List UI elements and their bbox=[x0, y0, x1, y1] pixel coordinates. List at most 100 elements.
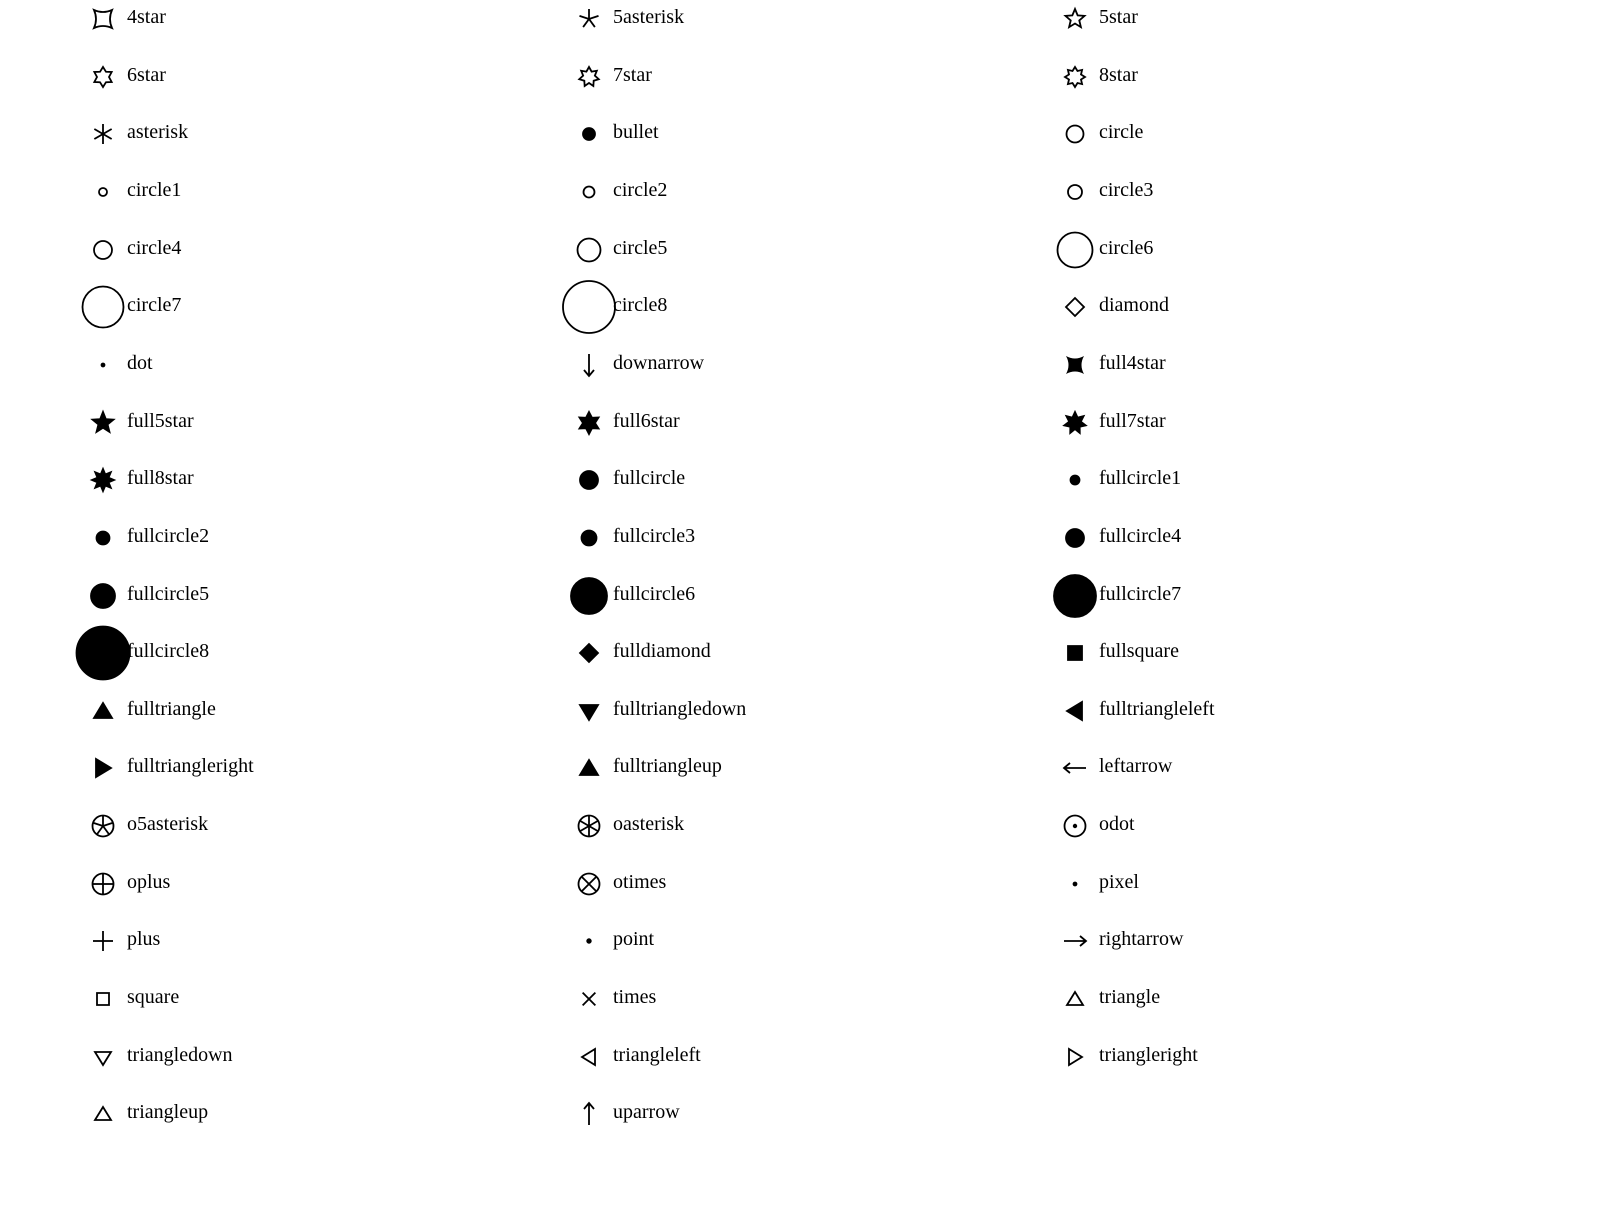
5star-marker-icon bbox=[1063, 6, 1087, 29]
marker-label: fullcircle3 bbox=[613, 524, 696, 547]
marker-label: fullcircle7 bbox=[1099, 582, 1182, 605]
fullsquare-marker-icon bbox=[1067, 645, 1083, 662]
marker-label: fulltriangle bbox=[127, 697, 216, 720]
fullcircle6-marker-icon bbox=[570, 576, 608, 615]
downarrow-marker-icon bbox=[583, 353, 595, 378]
oasterisk-marker-icon bbox=[577, 814, 601, 838]
dot-marker-icon bbox=[100, 362, 106, 368]
marker-label: fulltriangleup bbox=[613, 755, 722, 778]
marker-label: times bbox=[613, 986, 657, 1009]
marker-label: odot bbox=[1099, 813, 1135, 836]
marker-label: fullcircle5 bbox=[127, 582, 210, 605]
marker-label: o5asterisk bbox=[127, 813, 209, 836]
fullcircle2-marker-icon bbox=[95, 530, 111, 546]
6star-marker-icon bbox=[92, 64, 114, 89]
marker-label: 5star bbox=[1099, 6, 1138, 28]
marker-label: fullcircle4 bbox=[1099, 524, 1182, 547]
marker-label: full6star bbox=[613, 409, 680, 432]
circle8-marker-icon bbox=[562, 280, 616, 335]
marker-label: leftarrow bbox=[1099, 755, 1173, 778]
fullcircle3-marker-icon bbox=[580, 529, 598, 547]
marker-label: fulltriangleright bbox=[127, 755, 254, 778]
marker-label: fullcircle1 bbox=[1099, 467, 1182, 490]
marker-label: 4star bbox=[127, 6, 166, 28]
marker-label: 7star bbox=[613, 63, 652, 86]
marker-label: triangle bbox=[1099, 986, 1161, 1009]
full5star-marker-icon bbox=[90, 409, 116, 434]
circle4-marker-icon bbox=[93, 239, 113, 260]
marker-label: circle2 bbox=[613, 178, 668, 201]
leftarrow-marker-icon bbox=[1062, 762, 1086, 775]
marker-label: pixel bbox=[1099, 870, 1139, 893]
marker-label: otimes bbox=[613, 870, 667, 893]
marker-label: circle8 bbox=[613, 294, 668, 317]
circle6-marker-icon bbox=[1056, 231, 1094, 268]
fulltriangleleft-marker-icon bbox=[1065, 700, 1083, 722]
marker-label: circle3 bbox=[1099, 178, 1154, 201]
marker-label: triangleup bbox=[127, 1101, 209, 1124]
marker-label: dot bbox=[127, 351, 153, 374]
fullcircle1-marker-icon bbox=[1069, 474, 1081, 486]
marker-label: triangleleft bbox=[613, 1043, 701, 1066]
circle1-marker-icon bbox=[98, 187, 108, 197]
fullcircle8-marker-icon bbox=[75, 625, 131, 681]
circle-marker-icon bbox=[1065, 124, 1085, 144]
marker-label: triangledown bbox=[127, 1043, 233, 1066]
circle7-marker-icon bbox=[81, 285, 125, 329]
otimes-marker-icon bbox=[577, 872, 601, 896]
marker-label: full5star bbox=[127, 409, 194, 432]
marker-label: 5asterisk bbox=[613, 6, 685, 28]
marker-label: triangleright bbox=[1099, 1043, 1198, 1066]
marker-label: fullsquare bbox=[1099, 640, 1179, 663]
marker-label: fullcircle8 bbox=[127, 640, 210, 663]
marker-label: 8star bbox=[1099, 63, 1138, 86]
marker-label: full4star bbox=[1099, 351, 1166, 374]
full6star-marker-icon bbox=[577, 409, 601, 436]
marker-label: point bbox=[613, 928, 655, 951]
odot-marker-icon bbox=[1063, 814, 1087, 838]
marker-label: fulltriangleleft bbox=[1099, 697, 1215, 720]
marker-label: diamond bbox=[1099, 294, 1169, 317]
diamond-marker-icon bbox=[1064, 296, 1086, 318]
marker-label: circle6 bbox=[1099, 236, 1154, 259]
plus-marker-icon bbox=[93, 931, 113, 952]
marker-label: circle4 bbox=[127, 236, 182, 259]
uparrow-marker-icon bbox=[583, 1101, 595, 1126]
fullcircle4-marker-icon bbox=[1065, 527, 1085, 548]
marker-label: fulldiamond bbox=[613, 640, 711, 663]
marker-label: uparrow bbox=[613, 1101, 680, 1124]
pixel-marker-icon bbox=[1072, 881, 1078, 887]
oplus-marker-icon bbox=[91, 872, 115, 896]
fulltriangledown-marker-icon bbox=[578, 703, 600, 722]
4star-marker-icon bbox=[92, 8, 114, 30]
triangleup-marker-icon bbox=[93, 1105, 113, 1122]
marker-label: asterisk bbox=[127, 121, 189, 144]
full8star-marker-icon bbox=[89, 466, 117, 494]
marker-label: fulltriangledown bbox=[613, 697, 747, 720]
times-marker-icon bbox=[581, 992, 597, 1007]
8star-marker-icon bbox=[1063, 64, 1087, 89]
rightarrow-marker-icon bbox=[1064, 935, 1088, 948]
marker-label: circle bbox=[1099, 121, 1144, 144]
marker-label: plus bbox=[127, 928, 161, 951]
asterisk-marker-icon bbox=[93, 124, 113, 145]
fulltriangleup-marker-icon bbox=[578, 758, 600, 777]
marker-label: oplus bbox=[127, 870, 171, 893]
circle3-marker-icon bbox=[1067, 184, 1083, 200]
triangledown-marker-icon bbox=[93, 1050, 113, 1067]
marker-label: fullcircle bbox=[613, 467, 686, 490]
fullcircle-marker-icon bbox=[579, 470, 599, 491]
fulltriangle-marker-icon bbox=[92, 701, 114, 719]
circle2-marker-icon bbox=[582, 185, 596, 199]
marker-label: full7star bbox=[1099, 409, 1166, 432]
fullcircle5-marker-icon bbox=[90, 582, 116, 609]
marker-label: oasterisk bbox=[613, 813, 685, 836]
triangleright-marker-icon bbox=[1068, 1047, 1084, 1067]
circle5-marker-icon bbox=[576, 237, 602, 262]
full7star-marker-icon bbox=[1062, 409, 1088, 435]
bullet-marker-icon bbox=[582, 127, 596, 142]
o5asterisk-marker-icon bbox=[91, 814, 115, 838]
marker-label: bullet bbox=[613, 121, 659, 144]
full4star-marker-icon bbox=[1066, 355, 1084, 374]
fulldiamond-marker-icon bbox=[578, 642, 600, 664]
